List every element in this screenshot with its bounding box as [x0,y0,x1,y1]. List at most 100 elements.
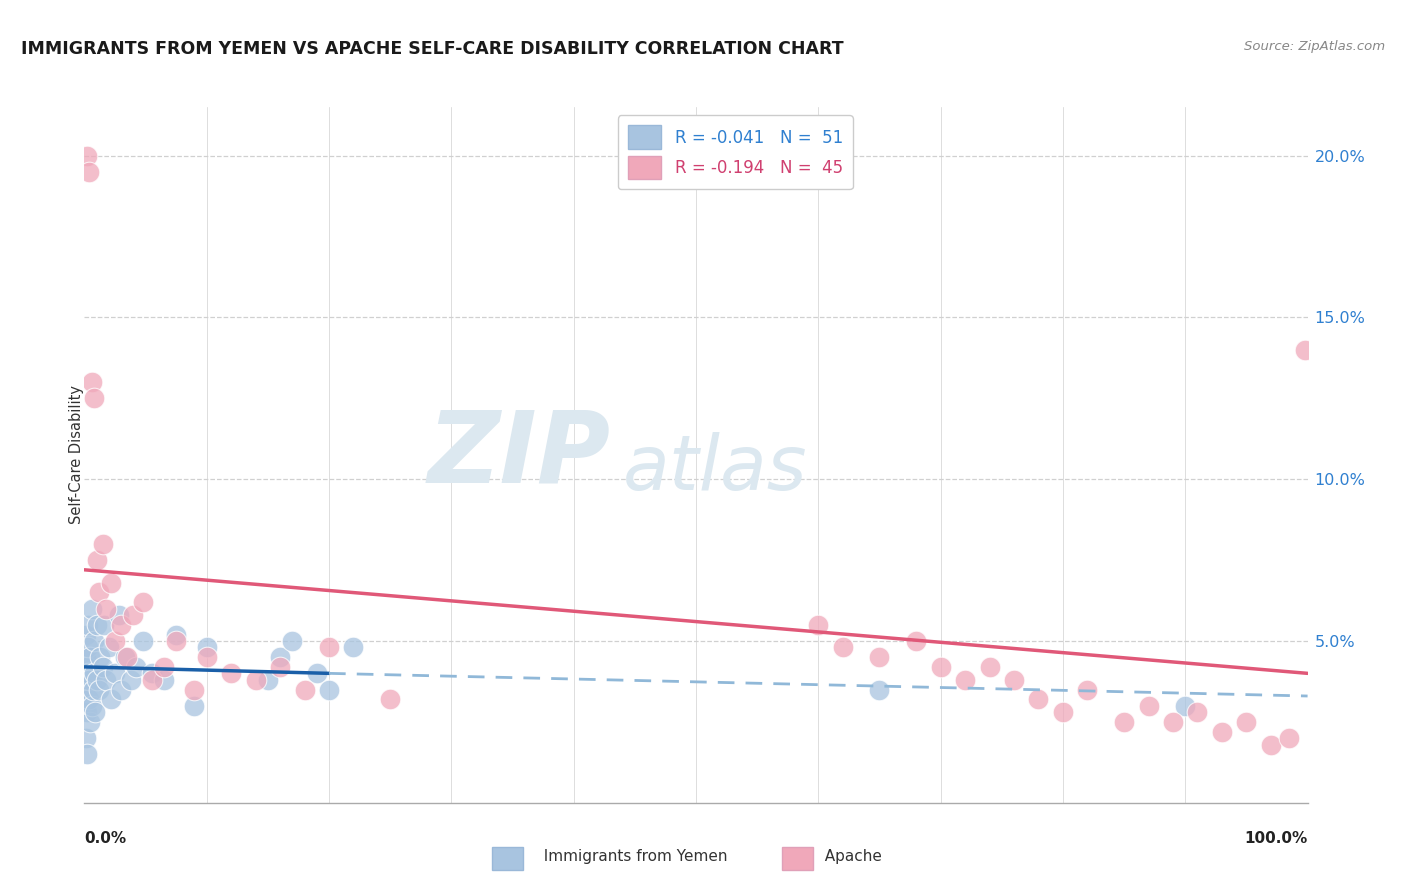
Point [305,666,328,681]
Point [219,666,242,681]
Text: 100.0%: 100.0% [1244,830,1308,846]
Point [342,640,364,655]
Point [77,640,100,655]
Point [91,537,114,551]
Point [1028,692,1050,706]
Point [132,634,155,648]
Point [165,627,187,641]
Point [269,650,291,665]
Point [77,617,100,632]
Point [183,682,205,697]
Point [153,673,176,687]
Point [281,634,304,648]
Point [80,698,103,713]
Point [1278,731,1301,745]
Point [269,660,291,674]
Point [87,682,110,697]
Point [1211,724,1233,739]
Text: 0.0%: 0.0% [84,830,127,846]
Point [93,617,115,632]
Point [905,634,928,648]
Point [75,673,97,687]
Point [86,617,108,632]
Point [91,660,114,674]
Point [318,640,340,655]
Point [110,617,132,632]
Point [132,595,155,609]
Point [104,634,127,648]
Point [87,585,110,599]
Point [83,634,105,648]
Point [76,660,98,674]
Point [257,673,280,687]
Point [84,705,107,719]
Point [869,650,891,665]
Point [76,705,98,719]
Point [1076,682,1098,697]
Point [1161,714,1184,729]
Point [125,660,148,674]
Text: Source: ZipAtlas.com: Source: ZipAtlas.com [1244,40,1385,54]
Point [77,666,100,681]
Point [929,660,952,674]
Y-axis label: Self-Care Disability: Self-Care Disability [69,385,83,524]
Point [1174,698,1197,713]
Point [165,634,187,648]
Point [869,682,891,697]
Text: ZIP: ZIP [427,407,610,503]
Point [83,392,105,406]
Point [75,698,97,713]
Point [1002,673,1025,687]
Point [953,673,976,687]
Point [183,698,205,713]
Point [80,375,103,389]
Point [195,640,218,655]
Point [83,666,105,681]
Point [79,714,101,729]
Point [82,682,104,697]
Point [96,601,118,615]
Point [75,627,97,641]
Point [75,650,97,665]
Text: Apache: Apache [815,849,883,863]
Point [86,673,108,687]
Point [76,148,98,162]
Point [107,608,129,623]
Point [195,650,218,665]
Point [96,673,118,687]
Point [80,601,103,615]
Point [807,617,830,632]
Point [100,575,122,590]
Point [76,682,98,697]
Point [89,650,111,665]
Point [1260,738,1282,752]
Legend: R = -0.041   N =  51, R = -0.194   N =  45: R = -0.041 N = 51, R = -0.194 N = 45 [617,115,853,189]
Point [1187,705,1209,719]
Point [77,673,100,687]
Point [294,682,316,697]
Point [100,692,122,706]
Point [114,650,136,665]
Point [86,553,108,567]
Point [153,660,176,674]
Point [97,640,120,655]
Point [104,666,127,681]
Point [110,682,132,697]
Point [77,165,100,179]
Point [120,673,142,687]
Point [141,673,163,687]
Point [76,747,98,762]
Point [1294,343,1316,357]
Point [79,650,101,665]
Point [1137,698,1160,713]
Point [115,650,138,665]
Point [75,731,97,745]
Point [380,692,402,706]
Point [1052,705,1074,719]
Text: atlas: atlas [623,432,807,506]
Point [245,673,267,687]
Point [1114,714,1136,729]
Point [77,692,100,706]
Point [318,682,340,697]
Point [141,666,163,681]
